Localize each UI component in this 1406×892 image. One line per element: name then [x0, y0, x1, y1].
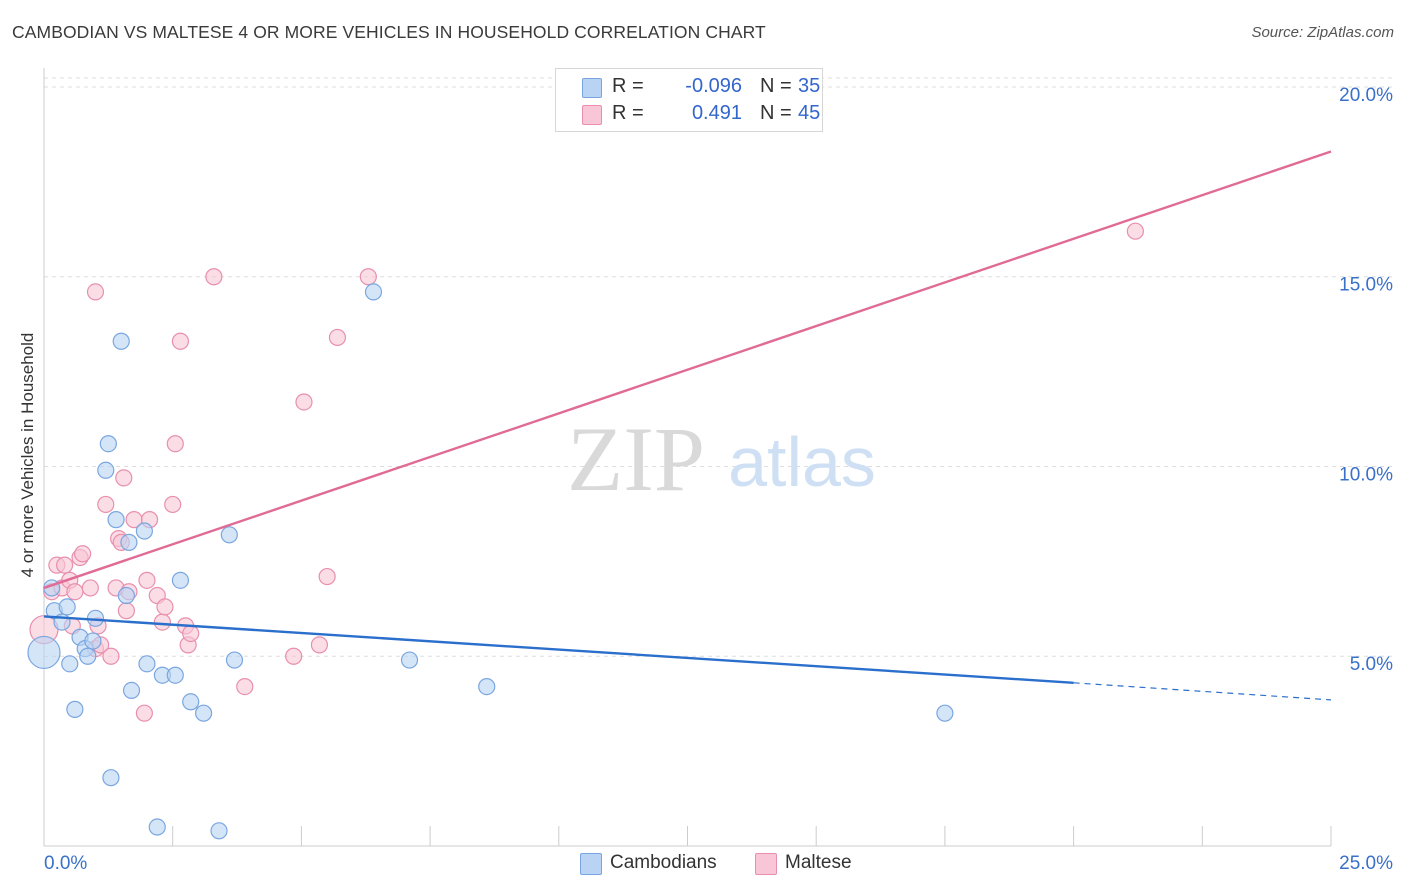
legend-n-value: 35: [798, 75, 821, 97]
cambodians-point: [122, 681, 141, 700]
cambodians-point: [478, 678, 496, 696]
maltese-point: [117, 602, 135, 620]
y-axis-label: 4 or more Vehicles in Household: [18, 332, 37, 578]
axes: [43, 68, 1332, 847]
maltese-point: [285, 647, 303, 665]
legend-swatch-maltese: [582, 105, 602, 125]
cambodians-point: [117, 586, 135, 605]
cambodians-point: [107, 511, 125, 529]
cambodians-point: [182, 693, 200, 711]
maltese-point: [135, 704, 153, 722]
cambodians-trend-line: [43, 615, 1074, 685]
maltese-point: [97, 495, 115, 514]
cambodians-point: [84, 632, 102, 650]
cambodians-point: [102, 769, 120, 787]
legend-r-value: -0.096: [685, 75, 742, 97]
legend-swatch-cambodians: [582, 78, 602, 98]
maltese-point: [318, 567, 336, 586]
legend-n-value: 45: [798, 102, 821, 124]
legend-r-label: R =: [612, 75, 644, 97]
y-tick-label: 20.0%: [1339, 85, 1393, 106]
legend-n-label: N =: [760, 75, 792, 97]
maltese-point: [138, 571, 156, 589]
x-tick-label: 25.0%: [1339, 853, 1393, 874]
cambodians-point: [210, 822, 228, 840]
maltese-point: [359, 268, 377, 286]
cambodians-point: [936, 704, 954, 722]
cambodians-point: [400, 651, 419, 669]
cambodians-point: [135, 522, 153, 540]
maltese-point: [171, 332, 190, 350]
watermark-zip: ZIP: [567, 408, 705, 510]
maltese-point: [166, 435, 184, 453]
cambodians-trend-extension: [1073, 682, 1332, 701]
y-tick-label: 10.0%: [1339, 464, 1393, 485]
cambodians-point: [220, 526, 238, 544]
cambodians-point: [58, 598, 76, 616]
chart-title: CAMBODIAN VS MALTESE 4 OR MORE VEHICLES …: [12, 22, 766, 42]
cambodians-point: [120, 533, 138, 551]
cambodians-point: [99, 435, 117, 453]
legend-r-value: 0.491: [691, 102, 742, 124]
cambodians-point: [61, 655, 79, 673]
cambodians-point: [27, 635, 61, 670]
cambodians-point: [166, 666, 184, 684]
legend-r-label: R =: [612, 102, 644, 124]
bottom-legend-label: Cambodians: [610, 852, 717, 873]
maltese-point: [236, 678, 254, 696]
maltese-point: [55, 556, 74, 574]
x-tick-label: 0.0%: [44, 853, 87, 874]
maltese-point: [66, 583, 84, 601]
maltese-point: [74, 545, 92, 563]
maltese-point: [156, 598, 174, 616]
source-label: Source: ZipAtlas.com: [1251, 24, 1394, 41]
series-cambodians: [27, 283, 954, 840]
cambodians-point: [112, 332, 130, 350]
cambodians-point: [148, 818, 166, 836]
maltese-point: [295, 393, 313, 411]
maltese-point: [164, 495, 182, 514]
maltese-point: [310, 636, 329, 654]
y-tick-label: 5.0%: [1350, 654, 1393, 675]
legend-n-label: N =: [760, 102, 792, 124]
watermark-atlas: atlas: [728, 423, 876, 501]
maltese-point: [81, 579, 99, 597]
maltese-point: [153, 613, 172, 631]
cambodians-point: [79, 647, 97, 665]
maltese-point: [328, 328, 347, 347]
stats-legend: R = -0.096 N = 35 R = 0.491 N = 45: [555, 68, 823, 132]
bottom-legend-swatch-maltese: [755, 853, 777, 875]
maltese-point: [115, 469, 133, 487]
tick-labels: 5.0% 10.0% 15.0% 20.0% 0.0% 25.0%: [44, 85, 1393, 874]
maltese-point: [1126, 222, 1144, 240]
maltese-point: [182, 624, 200, 643]
cambodians-point: [66, 700, 84, 718]
cambodians-point: [138, 655, 156, 673]
bottom-legend-label: Maltese: [785, 852, 852, 873]
y-tick-label: 15.0%: [1339, 275, 1393, 296]
cambodians-point: [225, 651, 244, 669]
cambodians-point: [194, 704, 213, 722]
maltese-point: [86, 283, 105, 301]
cambodians-point: [364, 283, 383, 301]
bottom-legend-swatch-cambodians: [580, 853, 602, 875]
maltese-point: [102, 647, 120, 665]
cambodians-point: [171, 571, 190, 589]
maltese-point: [205, 268, 223, 286]
cambodians-point: [97, 461, 115, 479]
maltese-trend-line: [43, 150, 1332, 590]
grid-lines: [44, 77, 1395, 657]
watermark: ZIP atlas: [567, 408, 876, 510]
trend-lines: [43, 150, 1332, 701]
